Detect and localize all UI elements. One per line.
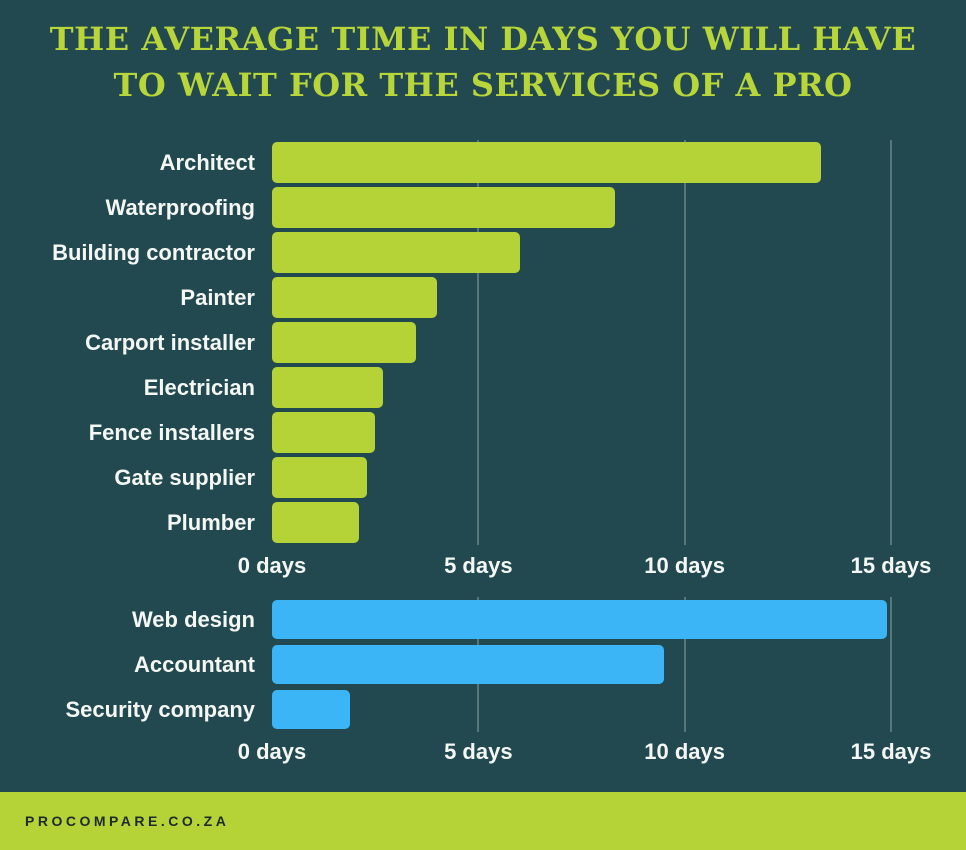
- bar-plumber: [272, 502, 359, 543]
- axis-tick-label-10-days: 10 days: [644, 739, 726, 764]
- chart-title-line-1: THE AVERAGE TIME IN DAYS YOU WILL HAVE: [49, 20, 917, 58]
- chart-title: THE AVERAGE TIME IN DAYS YOU WILL HAVE T…: [0, 16, 966, 108]
- green-bar-chart: Architect Waterproofing Building contracto…: [0, 140, 966, 545]
- gridline-15-days: [890, 597, 892, 732]
- site-url: PROCOMPARE.CO.ZA: [25, 813, 230, 829]
- bar-row-carport-installer: Carport installer: [0, 320, 966, 365]
- bar-waterproofing: [272, 187, 615, 228]
- gridline-15-days: [890, 140, 892, 545]
- category-label-gate-supplier: Gate supplier: [114, 464, 255, 490]
- bar-gate-supplier: [272, 457, 367, 498]
- bar-row-building-contractor: Building contractor: [0, 230, 966, 275]
- bar-track: [272, 232, 966, 273]
- bar-row-gate-supplier: Gate supplier: [0, 455, 966, 500]
- category-label-architect: Architect: [159, 149, 255, 175]
- bar-row-waterproofing: Waterproofing: [0, 185, 966, 230]
- axis-tick-label-15-days: 15 days: [850, 553, 932, 578]
- bar-row-plumber: Plumber: [0, 500, 966, 545]
- axis-tick-label-0-days: 0 days: [237, 739, 307, 764]
- blue-chart-x-axis: 0 days 5 days 10 days 15 days: [0, 739, 966, 771]
- bar-rows: Web design Accountant Security company: [0, 597, 966, 732]
- bar-row-architect: Architect: [0, 140, 966, 185]
- bar-track: [272, 412, 966, 453]
- category-label-fence-installers: Fence installers: [88, 419, 255, 445]
- category-label-waterproofing: Waterproofing: [105, 194, 256, 220]
- bar-track: [272, 187, 966, 228]
- category-label-painter: Painter: [180, 284, 255, 310]
- category-label-electrician: Electrician: [143, 374, 255, 400]
- gridline-10-days: [683, 597, 686, 732]
- category-label-web-design: Web design: [131, 606, 255, 632]
- gridline-5-days: [477, 140, 480, 545]
- footer-banner: PROCOMPARE.CO.ZA: [0, 792, 966, 850]
- bar-track: [272, 600, 966, 639]
- category-label-carport-installer: Carport installer: [85, 329, 255, 355]
- bar-track: [272, 645, 966, 684]
- chart-title-line-2: TO WAIT FOR THE SERVICES OF A PRO: [113, 66, 853, 104]
- bar-row-electrician: Electrician: [0, 365, 966, 410]
- bar-track: [272, 457, 966, 498]
- bar-track: [272, 322, 966, 363]
- bar-row-accountant: Accountant: [0, 642, 966, 687]
- bar-fence-installers: [272, 412, 376, 453]
- bar-track: [272, 502, 966, 543]
- category-label-plumber: Plumber: [166, 509, 255, 535]
- axis-tick-label-5-days: 5 days: [444, 739, 513, 764]
- bar-building-contractor: [272, 232, 520, 273]
- axis-tick-label-15-days: 15 days: [850, 739, 932, 764]
- category-label-accountant: Accountant: [134, 651, 255, 677]
- bar-web-design: [272, 600, 887, 639]
- category-label-security-company: Security company: [65, 696, 255, 722]
- bar-carport-installer: [272, 322, 417, 363]
- bar-painter: [272, 277, 438, 318]
- blue-bar-chart: Web design Accountant Security company: [0, 597, 966, 732]
- bar-architect: [272, 142, 821, 183]
- axis-tick-label-0-days: 0 days: [237, 553, 307, 578]
- bar-row-fence-installers: Fence installers: [0, 410, 966, 455]
- bar-track: [272, 690, 966, 729]
- bar-electrician: [272, 367, 384, 408]
- category-label-building-contractor: Building contractor: [52, 239, 255, 265]
- bar-track: [272, 277, 966, 318]
- green-chart-x-axis: 0 days 5 days 10 days 15 days: [0, 553, 966, 585]
- bar-accountant: [272, 645, 665, 684]
- bar-rows: Architect Waterproofing Building contracto…: [0, 140, 966, 545]
- bar-row-painter: Painter: [0, 275, 966, 320]
- bar-track: [272, 367, 966, 408]
- bar-track: [272, 142, 966, 183]
- bar-row-web-design: Web design: [0, 597, 966, 642]
- bar-row-security-company: Security company: [0, 687, 966, 732]
- axis-tick-label-5-days: 5 days: [444, 553, 513, 578]
- gridline-10-days: [683, 140, 686, 545]
- bar-security-company: [272, 690, 351, 729]
- axis-tick-label-10-days: 10 days: [644, 553, 726, 578]
